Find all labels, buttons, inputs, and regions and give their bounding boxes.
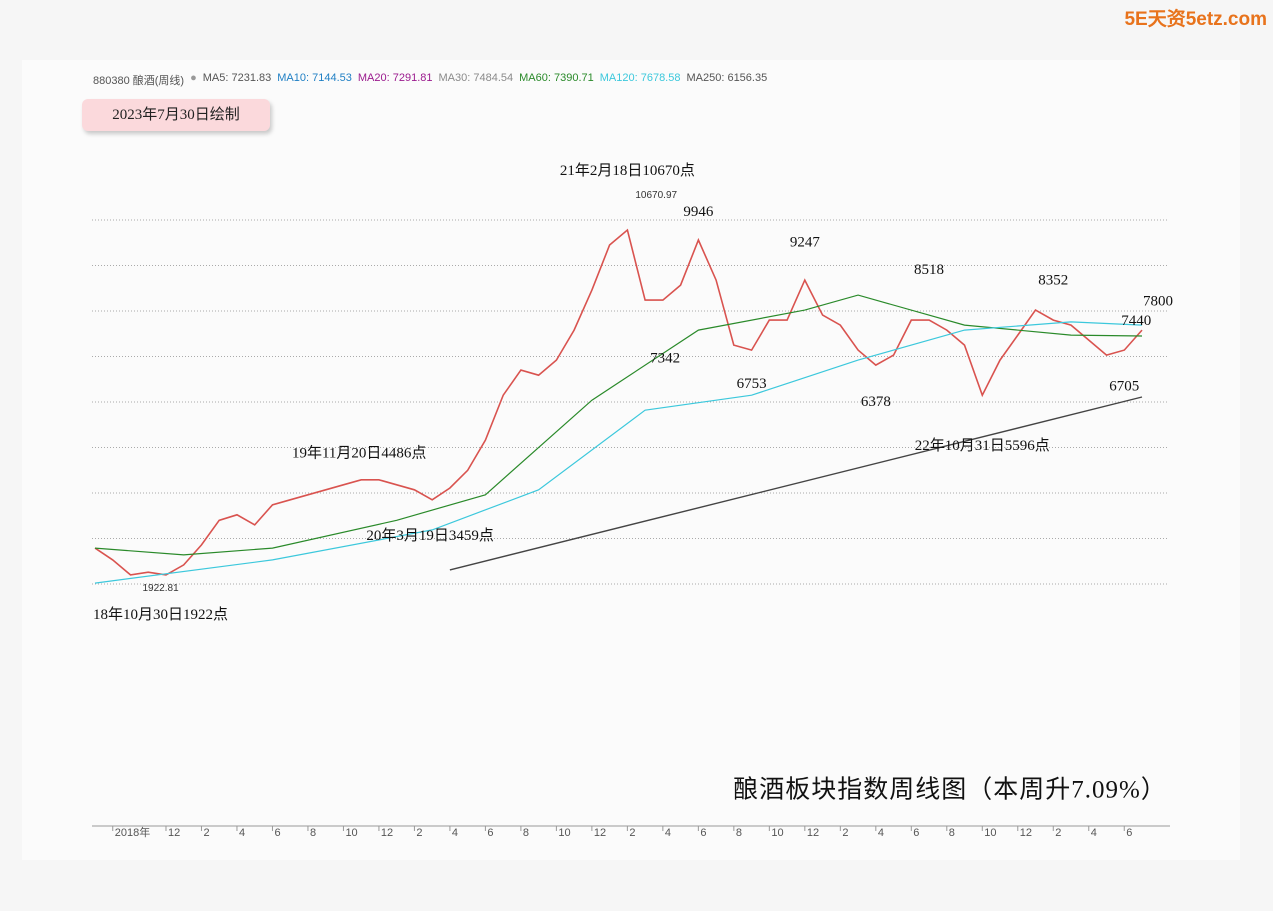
indicator: MA60: 7390.71 bbox=[519, 72, 594, 84]
chart-card bbox=[22, 60, 1240, 860]
series-line bbox=[94, 294, 1143, 556]
watermark: 5E天资5etz.com bbox=[1124, 9, 1267, 30]
annotation: 10670.97 bbox=[635, 190, 677, 201]
series-line bbox=[94, 228, 1143, 576]
annotation: 9247 bbox=[790, 235, 821, 251]
x-tick-label: 4 bbox=[239, 827, 245, 839]
x-tick-label: 12 bbox=[168, 827, 180, 839]
x-tick-label: 6 bbox=[274, 827, 280, 839]
x-tick-label: 4 bbox=[665, 827, 671, 839]
annotation: 6705 bbox=[1109, 378, 1139, 394]
annotation: 7800 bbox=[1143, 294, 1173, 310]
x-tick-label: 10 bbox=[345, 827, 357, 839]
x-tick-label: 8 bbox=[310, 827, 316, 839]
x-tick-label: 2 bbox=[1055, 827, 1061, 839]
symbol-icon: ● bbox=[190, 72, 197, 84]
annotation: 8518 bbox=[914, 262, 944, 278]
x-tick-label: 12 bbox=[1020, 827, 1032, 839]
annotation: 9946 bbox=[683, 204, 714, 220]
x-tick-label: 6 bbox=[913, 827, 919, 839]
x-tick-label: 2 bbox=[842, 827, 848, 839]
x-tick-label: 6 bbox=[700, 827, 706, 839]
indicator: MA120: 7678.58 bbox=[599, 72, 681, 84]
indicator: MA5: 7231.83 bbox=[202, 72, 272, 84]
annotation: 22年10月31日5596点 bbox=[915, 437, 1050, 454]
annotation: 21年2月18日10670点 bbox=[560, 162, 695, 179]
x-tick-label: 8 bbox=[949, 827, 955, 839]
x-tick-label: 8 bbox=[523, 827, 529, 839]
symbol: 880380 酿酒(周线) bbox=[93, 75, 185, 87]
indicator-header: 880380 酿酒(周线) ● MA5: 7231.83 MA10: 7144.53 M… bbox=[93, 72, 767, 88]
x-tick-label: 2 bbox=[416, 827, 422, 839]
x-tick-label: 4 bbox=[1091, 827, 1097, 839]
x-tick-label: 8 bbox=[736, 827, 742, 839]
x-tick-label: 12 bbox=[594, 827, 606, 839]
x-tick-label: 6 bbox=[1126, 827, 1132, 839]
x-tick-label: 4 bbox=[452, 827, 458, 839]
indicator: MA10: 7144.53 bbox=[277, 72, 352, 84]
x-tick-label: 6 bbox=[487, 827, 493, 839]
annotation: 7440 bbox=[1121, 313, 1151, 329]
x-tick-label: 4 bbox=[878, 827, 884, 839]
date-badge: 2023年7月30日绘制 bbox=[82, 99, 270, 131]
series-line bbox=[94, 321, 1143, 584]
indicator: MA20: 7291.81 bbox=[357, 72, 433, 84]
x-tick-label: 10 bbox=[984, 827, 996, 839]
annotation: 8352 bbox=[1038, 272, 1068, 288]
series-line bbox=[449, 396, 1143, 571]
annotation: 7342 bbox=[650, 350, 680, 366]
annotation: 18年10月30日1922点 bbox=[93, 606, 228, 623]
annotation: 6753 bbox=[737, 376, 767, 392]
chart-title: 酿酒板块指数周线图（本周升7.09%） bbox=[733, 776, 1167, 804]
x-tick-label: 2 bbox=[203, 827, 209, 839]
indicator: MA250: 6156.35 bbox=[686, 72, 768, 84]
x-tick-label: 10 bbox=[771, 827, 783, 839]
x-tick-label: 12 bbox=[381, 827, 393, 839]
annotation: 1922.81 bbox=[142, 583, 179, 594]
indicator: MA30: 7484.54 bbox=[438, 72, 514, 84]
x-tick-label: 2018年 bbox=[115, 825, 150, 839]
x-tick-label: 10 bbox=[558, 827, 570, 839]
annotation: 20年3月19日3459点 bbox=[366, 527, 494, 544]
x-tick-label: 12 bbox=[807, 827, 819, 839]
annotation: 19年11月20日4486点 bbox=[292, 444, 426, 461]
x-tick-label: 2 bbox=[629, 827, 635, 839]
annotation: 6378 bbox=[861, 394, 891, 410]
